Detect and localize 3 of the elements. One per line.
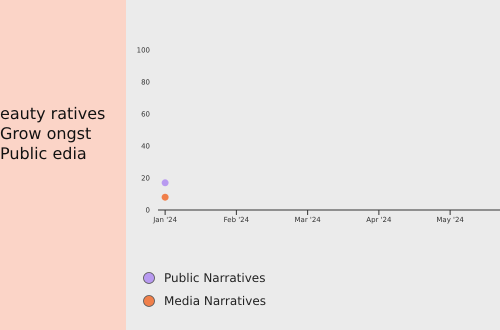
legend-label: Media Narratives: [164, 294, 266, 308]
legend-label: Public Narratives: [164, 270, 266, 284]
text: eauty ratives Grow ongst Public edia: [0, 104, 106, 164]
